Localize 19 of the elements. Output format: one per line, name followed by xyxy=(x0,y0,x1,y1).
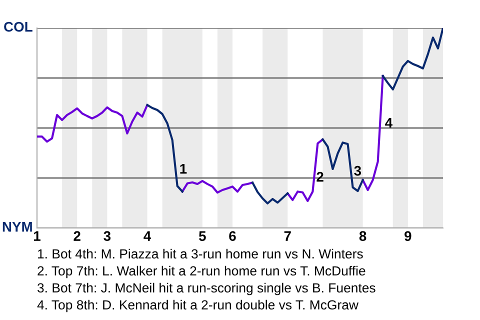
ref-line-label: COL xyxy=(4,22,32,32)
x-tick-label: 4 xyxy=(144,231,152,241)
annotation: 4 xyxy=(385,118,393,128)
x-tick-label: 8 xyxy=(359,231,366,241)
x-tick-label: 7 xyxy=(284,231,291,241)
text: 1. Bot 4th: M. Piazza hit a 3-run home run vs N. Winters xyxy=(38,248,363,259)
text: 4. Top 8th: D. Kennard hit a 2-run double vs T. McGraw xyxy=(37,300,359,312)
annotation: 3 xyxy=(354,166,361,176)
annotation: 2 xyxy=(316,172,324,182)
x-tick-label: 9 xyxy=(404,231,412,241)
x-tick-label: 2 xyxy=(74,231,80,241)
x-tick-label: 3 xyxy=(104,231,111,241)
x-tick-label: 1 xyxy=(34,231,40,241)
annotation: 1 xyxy=(180,164,187,174)
text: 2. Top 7th: L. Walker hit a 2-run home run vs T. McDuffie xyxy=(38,266,366,278)
x-tick-label: 5 xyxy=(198,231,206,241)
x-tick-label: 6 xyxy=(229,231,236,241)
text: 3. Bot 7th: J. McNeil hit a run-scoring single vs B. Fuentes xyxy=(38,282,376,296)
ref-line-label: NYM xyxy=(2,222,32,232)
